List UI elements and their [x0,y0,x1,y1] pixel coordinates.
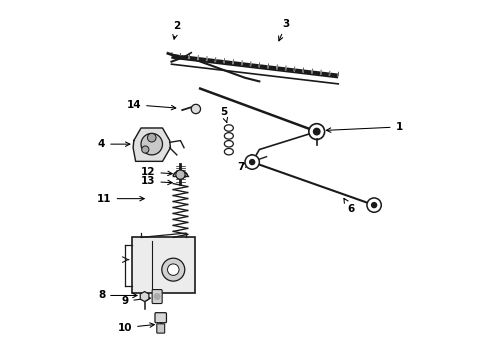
Text: 9: 9 [122,296,150,306]
Text: 5: 5 [220,107,227,122]
Text: 11: 11 [97,194,144,204]
Circle shape [367,198,381,212]
FancyBboxPatch shape [132,237,195,293]
Circle shape [250,159,255,165]
FancyBboxPatch shape [157,324,165,333]
Polygon shape [140,292,149,302]
Text: 6: 6 [344,198,354,215]
Text: 13: 13 [141,176,172,186]
Circle shape [141,134,163,155]
Circle shape [168,264,179,275]
Polygon shape [133,128,171,161]
Text: 7: 7 [238,162,248,172]
Text: 10: 10 [118,323,154,333]
Circle shape [162,258,185,281]
Circle shape [245,155,259,169]
Text: 8: 8 [98,291,137,301]
Circle shape [314,129,320,135]
Circle shape [154,294,160,299]
Text: 4: 4 [98,139,130,149]
Text: 2: 2 [173,21,180,39]
Circle shape [142,146,149,153]
FancyBboxPatch shape [152,289,162,303]
Circle shape [309,124,324,139]
Circle shape [176,170,185,179]
Circle shape [147,134,156,142]
FancyBboxPatch shape [155,313,167,323]
Text: 14: 14 [126,100,176,110]
Text: 12: 12 [141,167,172,177]
Circle shape [191,104,200,114]
Circle shape [371,203,377,208]
Text: 1: 1 [326,122,403,132]
Text: 3: 3 [279,19,290,41]
